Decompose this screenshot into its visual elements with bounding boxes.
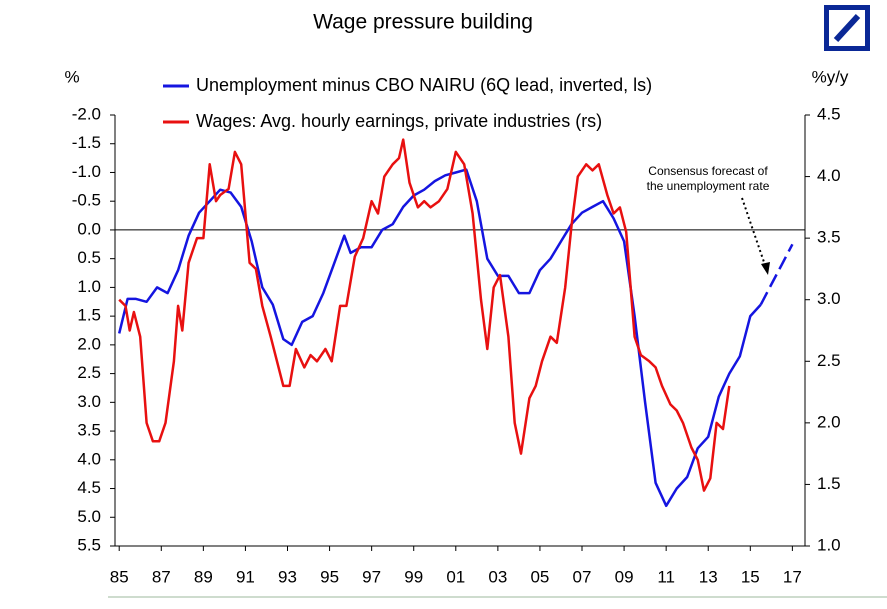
y2-tick-label: 4.5 (817, 104, 841, 123)
series-line (118, 138, 731, 492)
y-tick-label: -1.5 (72, 133, 101, 152)
y-tick-label: -1.0 (72, 162, 101, 181)
annotation: Consensus forecast of (648, 164, 768, 178)
y-axis-label: % (64, 67, 79, 86)
series-line (117, 168, 762, 508)
y-tick-label: 3.5 (77, 421, 101, 440)
legend-label: Wages: Avg. hourly earnings, private ind… (196, 111, 602, 131)
y2-tick-label: 4.0 (817, 166, 841, 185)
y-tick-label: -0.5 (72, 191, 101, 210)
x-tick-label: 85 (110, 567, 129, 586)
x-tick-label: 91 (236, 567, 255, 586)
y2-tick-label: 2.0 (817, 412, 841, 431)
x-tick-label: 11 (657, 567, 675, 586)
y2-tick-label: 3.0 (817, 289, 841, 308)
y2-tick-label: 3.5 (817, 228, 841, 247)
x-tick-label: 87 (152, 567, 171, 586)
x-tick-label: 05 (530, 567, 549, 586)
y-tick-label: -2.0 (72, 104, 101, 123)
y2-tick-label: 2.5 (817, 351, 841, 370)
y-tick-label: 1.0 (77, 277, 101, 296)
y-tick-label: 5.0 (77, 507, 101, 526)
series-line (759, 243, 794, 306)
x-tick-label: 17 (783, 567, 802, 586)
y-tick-label: 1.5 (77, 306, 101, 325)
y-tick-label: 0.5 (77, 248, 101, 267)
x-tick-label: 99 (404, 567, 423, 586)
y-tick-label: 4.0 (77, 449, 101, 468)
y-tick-label: 2.0 (77, 334, 101, 353)
x-tick-label: 15 (741, 567, 760, 586)
y-tick-label: 4.5 (77, 478, 101, 497)
y-tick-label: 5.5 (77, 535, 101, 554)
y2-tick-label: 1.5 (817, 474, 841, 493)
x-tick-label: 97 (362, 567, 381, 586)
logo (824, 5, 870, 51)
annotation: the unemployment rate (647, 179, 770, 193)
x-tick-label: 03 (488, 567, 507, 586)
arrow-head (761, 262, 770, 275)
y-tick-label: 2.5 (77, 363, 101, 382)
x-tick-label: 09 (615, 567, 634, 586)
y-tick-label: 3.0 (77, 392, 101, 411)
x-tick-label: 95 (320, 567, 339, 586)
x-tick-label: 07 (573, 567, 592, 586)
y2-tick-label: 1.0 (817, 535, 841, 554)
y2-axis-label: %y/y (812, 67, 849, 86)
legend-label: Unemployment minus CBO NAIRU (6Q lead, i… (196, 75, 652, 95)
x-tick-label: 13 (699, 567, 718, 586)
x-tick-label: 93 (278, 567, 297, 586)
chart-title: Wage pressure building (313, 11, 533, 34)
x-tick-label: 89 (194, 567, 213, 586)
y-tick-label: 0.0 (77, 219, 101, 238)
x-tick-label: 01 (446, 567, 465, 586)
annotation-arrow (741, 197, 767, 269)
